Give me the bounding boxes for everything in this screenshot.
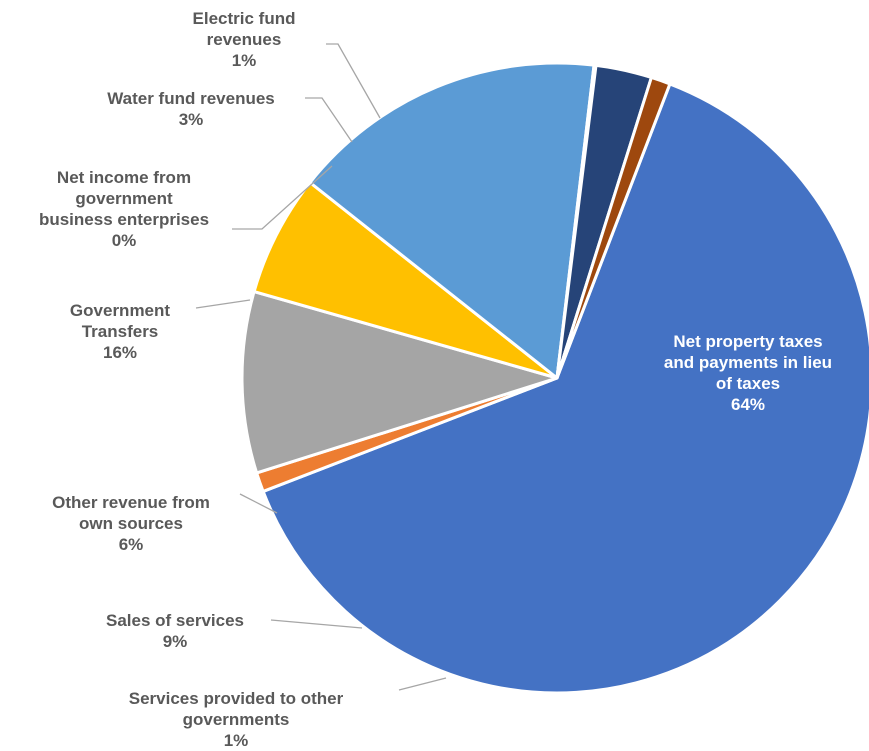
pie-slice-2 bbox=[240, 290, 559, 475]
pie-slices bbox=[240, 61, 869, 695]
slice-label: Other revenue from bbox=[52, 493, 210, 512]
slice-label: government bbox=[75, 189, 173, 208]
slice-label: business enterprises bbox=[39, 210, 209, 229]
leader-line bbox=[270, 619, 363, 629]
slice-percent-label: 16% bbox=[103, 343, 137, 362]
slice-label: revenues bbox=[207, 30, 282, 49]
pie-slice-0 bbox=[261, 82, 869, 695]
slice-percent-label: 9% bbox=[163, 632, 188, 651]
pie-slice-4 bbox=[308, 61, 596, 380]
slice-label: Water fund revenues bbox=[107, 89, 275, 108]
slice-label: of taxes bbox=[716, 374, 780, 393]
leader-line bbox=[239, 493, 278, 514]
slice-percent-label: 1% bbox=[224, 731, 249, 750]
slice-label: Services provided to other bbox=[129, 689, 344, 708]
leader-line bbox=[305, 97, 353, 143]
leader-lines bbox=[195, 43, 447, 691]
slice-label: Net income from bbox=[57, 168, 191, 187]
leader-line bbox=[326, 43, 381, 119]
slice-label: and payments in lieu bbox=[664, 353, 832, 372]
slice-label: own sources bbox=[79, 514, 183, 533]
leader-line bbox=[195, 299, 251, 309]
slice-label: Government bbox=[70, 301, 170, 320]
slice-percent-label: 6% bbox=[119, 535, 144, 554]
slice-label: Transfers bbox=[82, 322, 159, 341]
pie-slice-3 bbox=[252, 181, 559, 380]
slice-percent-label: 64% bbox=[731, 395, 765, 414]
pie-slice-7 bbox=[555, 75, 672, 380]
leader-line bbox=[398, 677, 447, 691]
leader-line bbox=[232, 165, 333, 230]
slice-percent-label: 3% bbox=[179, 110, 204, 129]
slice-percent-label: 0% bbox=[112, 231, 137, 250]
slice-label: Sales of services bbox=[106, 611, 244, 630]
slice-percent-label: 1% bbox=[232, 51, 257, 70]
slice-label: governments bbox=[183, 710, 290, 729]
slice-label: Net property taxes bbox=[673, 332, 822, 351]
slice-label: Electric fund bbox=[193, 9, 296, 28]
slice-labels: Net property taxes and payments in lieu of… bbox=[39, 9, 832, 750]
